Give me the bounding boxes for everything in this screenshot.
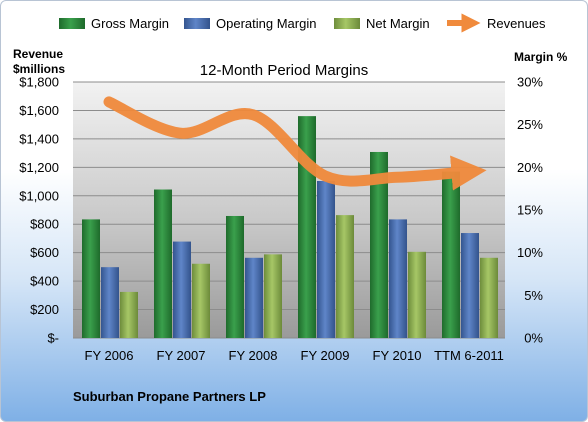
right-tick-label: 25% [517,117,543,132]
left-tick-label: $1,600 [19,103,59,118]
gross-margin-bar [226,215,244,338]
right-tick-label: 20% [517,160,543,175]
operating-margin-bar [245,257,263,338]
right-tick-label: 30% [517,75,543,90]
left-tick-label: $1,800 [19,75,59,90]
net-margin-bar [408,251,426,338]
legend-label-revenues: Revenues [487,16,546,31]
legend-label-operating: Operating Margin [216,16,316,31]
right-tick-label: 15% [517,203,543,218]
x-tick-label: TTM 6-2011 [434,348,504,363]
legend-swatch-gross [59,18,85,29]
operating-margin-bar [173,241,191,338]
left-axis-title-line1: Revenue [13,47,63,61]
left-tick-label: $1,000 [19,188,59,203]
x-tick-label: FY 2008 [229,348,278,363]
left-axis-title-line2: $millions [13,62,65,76]
legend-label-net: Net Margin [366,16,430,31]
left-tick-label: $200 [30,302,59,317]
gross-margin-bar [82,219,100,338]
operating-margin-bar [389,219,407,338]
company-name: Suburban Propane Partners LP [73,389,266,404]
left-axis-ticks: $- $200 $400 $600 $800 $1,000 $1,200 $1,400 $1,6… [19,75,59,346]
x-tick-label: FY 2006 [85,348,134,363]
left-tick-label: $1,200 [19,160,59,175]
revenue-line-path [103,96,487,191]
right-tick-label: 5% [524,288,543,303]
right-tick-label: 0% [524,331,543,346]
legend-label-gross: Gross Margin [91,16,169,31]
left-tick-label: $400 [30,274,59,289]
revenue-line [103,96,487,191]
gross-margin-bar [370,151,388,338]
x-tick-label: FY 2009 [301,348,350,363]
left-tick-label: $1,400 [19,131,59,146]
operating-margin-bar [101,267,119,338]
left-tick-label: $600 [30,245,59,260]
x-axis-ticks: FY 2006 FY 2007 FY 2008 FY 2009 FY 2010 TTM 6… [85,348,504,363]
left-tick-label: $800 [30,217,59,232]
bars [82,116,498,338]
legend: Gross Margin Operating Margin Net Margin… [59,13,546,33]
operating-margin-bar [317,180,335,338]
net-margin-bar [120,291,138,338]
right-axis-title: Margin % [514,50,568,64]
net-margin-bar [264,254,282,338]
right-tick-label: 10% [517,245,543,260]
left-tick-label: $- [47,331,59,346]
right-axis-ticks: 0% 5% 10% 15% 20% 25% 30% [517,75,543,346]
net-margin-bar [480,257,498,338]
x-tick-label: FY 2007 [157,348,206,363]
legend-swatch-operating [184,18,210,29]
operating-margin-bar [461,233,479,338]
net-margin-bar [336,215,354,338]
chart-title: 12-Month Period Margins [200,62,368,79]
x-tick-label: FY 2010 [373,348,422,363]
gross-margin-bar [154,189,172,338]
net-margin-bar [192,263,210,338]
legend-swatch-net [334,18,360,29]
gross-margin-bar [442,171,460,338]
